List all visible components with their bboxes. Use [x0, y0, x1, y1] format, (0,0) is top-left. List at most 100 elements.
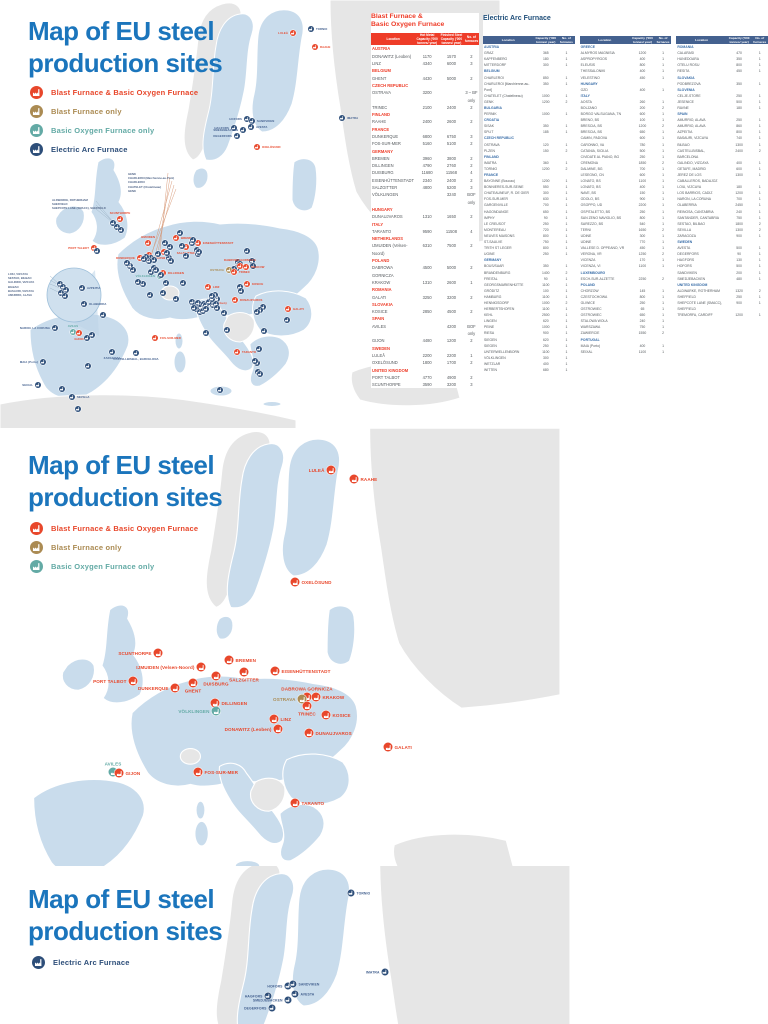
site-marker-naron-la-coruna: NARON, LA CORUNA: [20, 325, 58, 331]
table-row: CELJE-STORE 250 1: [677, 93, 761, 98]
site-marker-dunkerque: DUNKERQUE: [138, 683, 180, 693]
site-marker-taranto: TARANTO: [290, 798, 324, 808]
country-row: SWEDEN: [372, 345, 390, 351]
table-row: LONATO, BS 1100 1: [580, 179, 665, 184]
table-row: OSTRAVA 3200 3 – BF only: [372, 90, 478, 103]
table-row: CHARLEROI [Marchienne-au-Pont] 350 1: [484, 81, 568, 92]
site-marker: [196, 249, 202, 255]
site-marker-oxel-sund: OXELÖSUND: [254, 144, 281, 150]
site-marker-castellbisbal-barcelona: CASTELLBISBAL, BARCELONA: [113, 350, 158, 361]
table-row: GARGENVILLE 700 1: [484, 203, 568, 208]
table-row: CHATEAUNEUF, R. DE GIER 300 1: [484, 191, 568, 196]
site-marker: [238, 288, 244, 294]
legend-label: Basic Oxygen Furnace only: [51, 126, 155, 135]
table-row: BASAURI, VIZCAYA 740 1: [677, 136, 761, 141]
furnace-icon: [30, 105, 43, 118]
country-row: POLAND: [372, 258, 390, 264]
table-row: JESENICE 500 1: [677, 99, 761, 104]
site-marker: [284, 317, 290, 323]
table-row: OSTRAVA 120 1: [484, 142, 568, 147]
site-marker-duisburg: DUISBURG: [203, 671, 229, 687]
table-row: HENNIGSDORF 1000 2: [484, 300, 568, 305]
eaf-column-2: Location Capacity ('000 tonnes/ year) No. …: [579, 36, 672, 355]
table-row: VICENZA 170 1: [580, 258, 665, 263]
table-row: SIEGEN 620 1: [484, 337, 568, 342]
site-marker: [244, 248, 250, 254]
site-marker-ijmuiden-velsen-noord-: IJMUIDEN (Velsen-Noord): [136, 662, 206, 672]
table-row: GETAFE, MADRID 600 1: [677, 166, 761, 171]
table-row: ZAWIERCIE 1550 2: [580, 331, 665, 336]
table-row: SMEDJEBACKEN 480 1: [677, 276, 761, 281]
legend-item: Blast Furnace & Basic Oxygen Furnace: [30, 86, 198, 99]
eaf-column-3: Location Capacity ('000 tonnes/ year) No. …: [676, 36, 768, 318]
table-row: BRANDENBURG 1400 2: [484, 270, 568, 275]
country-row: FINLAND: [484, 154, 499, 159]
table-row: BREMEN 3960 3800 2: [372, 155, 473, 161]
table-row: BRESCIA, BS 650 1: [580, 130, 665, 135]
country-row: SLOVAKIA: [372, 301, 393, 307]
site-marker-linz: LINZ: [205, 284, 220, 290]
table-row: AVILES 4200 BOF only: [372, 323, 476, 337]
site-marker: [191, 305, 197, 311]
table-row: FREITAL 90 1: [484, 276, 568, 281]
site-marker-dunaujvaros: DUNAUJVAROS: [232, 297, 262, 303]
table-row: SIEGEN 250 1: [484, 343, 568, 348]
table-row: BOLZANO 200 2: [580, 105, 665, 110]
column-header: Finished Steel Capacity ('000 tonnes/ ye…: [439, 32, 464, 46]
table-row: CIVIDATE AL PIANO, BG 250 1: [580, 154, 665, 159]
table-row: VERONA, VR 1250 2: [580, 252, 665, 257]
site-marker-tornio: TORNIO: [308, 26, 327, 32]
furnace-icon: [32, 956, 45, 969]
site-marker: [62, 293, 68, 299]
legend-item: Blast Furnace & Basic Oxygen Furnace: [30, 522, 198, 535]
legend-item: Electric Arc Furnace: [30, 143, 198, 156]
site-marker: [147, 292, 153, 298]
table-row: OSTROWIEC 65 1: [580, 307, 665, 312]
table-row: LULEÅ 2200 2200 1: [372, 352, 473, 358]
table-row: EISENHÜTTENSTADT 2340 2400 2: [372, 177, 473, 183]
site-marker-port-talbot: PORT TALBOT: [93, 676, 138, 686]
site-marker-salzgitter: SALZGITTER: [229, 667, 259, 683]
table-row: VÖLKLINGEN 300 1: [484, 355, 568, 360]
country-row: ROMANIA: [677, 45, 694, 50]
table-row: MONTEREAU 720 1: [484, 227, 568, 232]
table-row: SEIXAL 1100 1: [580, 349, 665, 354]
site-marker-oxel-sund: OXELÖSUND: [290, 577, 331, 587]
site-marker-dabrowa-gornicza: DABROWA GORNICZA: [224, 258, 256, 269]
legend-item: Blast Furnace only: [30, 105, 198, 118]
table-row: OSTROWIEC 650 1: [580, 313, 665, 318]
table-row: CHORZOW 145 1: [580, 288, 665, 293]
site-marker: [167, 244, 173, 250]
table-row: CAMIN, PADOVA 600 1: [580, 136, 665, 141]
table-row: BILBAO 1300 1: [677, 142, 761, 147]
column-header: No. of furnaces: [558, 36, 575, 45]
table-row: UDINE 770 1: [580, 240, 665, 245]
site-marker-bremen: BREMEN: [173, 235, 194, 241]
table-row: VICENZA, VI 1100 1: [580, 264, 665, 269]
site-marker-scunthorpe: SCUNTHORPE: [110, 211, 130, 222]
table-row: ST-SAULVE 750 1: [484, 240, 568, 245]
site-marker-lule-: LULEÅ: [278, 30, 296, 36]
table-row: RAAHE 2400 2600 2: [372, 119, 473, 125]
table-row: SESTAO, BILBAO 1800 2: [677, 221, 761, 226]
site-marker: [146, 258, 152, 264]
site-marker: [252, 358, 258, 364]
table-row: OTELU ROSU 800 1: [677, 63, 761, 68]
site-marker-aviles: AVILES: [68, 324, 78, 335]
legend: Blast Furnace & Basic Oxygen Furnace Blas…: [30, 86, 198, 162]
table-row: SHEFFIELD 250 1: [677, 294, 761, 299]
site-marker-degerfors: DEGERFORS: [244, 1004, 276, 1012]
table-row: BOUS/SAAR 350 1: [484, 264, 568, 269]
table-row: ZARAGOZA 900 1: [677, 233, 761, 238]
site-marker: [140, 281, 146, 287]
eaf-table-small: Electric Arc Furnace Location Capacity ('…: [483, 15, 768, 374]
site-marker: [180, 280, 186, 286]
country-row: UNITED KINGDOM: [372, 367, 409, 373]
country-row: AUSTRIA: [484, 45, 500, 50]
column-header: Capacity ('000 tonnes/ year): [726, 36, 752, 45]
site-marker: [158, 272, 164, 278]
table-row: HUNEDOARA 350 1: [677, 57, 761, 62]
legend-item: Blast Furnace only: [30, 541, 198, 554]
site-marker-smedjebacken: SMEDJEBACKEN: [253, 996, 292, 1004]
